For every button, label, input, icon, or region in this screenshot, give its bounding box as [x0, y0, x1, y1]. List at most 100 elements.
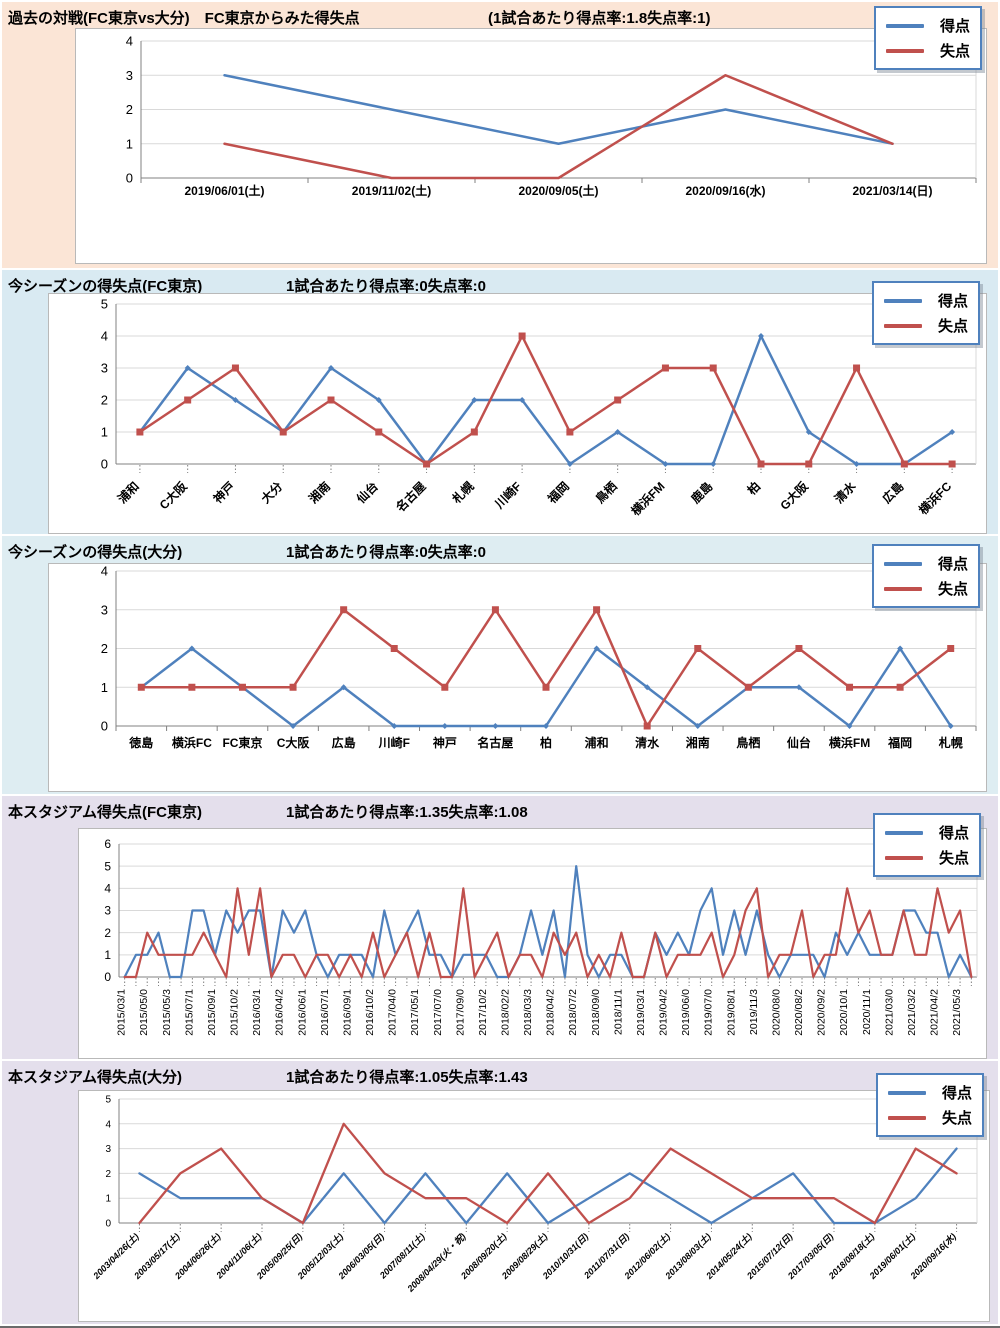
svg-text:2: 2	[126, 102, 133, 117]
svg-text:2021/04/2: 2021/04/2	[928, 989, 940, 1036]
svg-text:1: 1	[104, 948, 111, 962]
svg-text:G大阪: G大阪	[777, 478, 812, 513]
svg-text:横浜FC: 横浜FC	[172, 735, 212, 750]
x-axis-ticks	[139, 465, 953, 473]
chart1-legend: 得点 失点	[873, 6, 982, 70]
chart4-card: 0 1 2 3 4 5 6 2015/03/1 2015/05/0 2015/05/3 2015/0…	[78, 813, 987, 1059]
svg-text:仙台: 仙台	[353, 479, 381, 507]
svg-text:2019/06/0: 2019/06/0	[680, 989, 692, 1036]
svg-text:1: 1	[126, 136, 133, 151]
gridlines	[141, 40, 977, 179]
svg-text:2020/10/1: 2020/10/1	[838, 989, 850, 1036]
concede-line-swatch	[883, 323, 922, 328]
svg-text:広島: 広島	[332, 735, 356, 750]
chart5-plot: 0 1 2 3 4 5 2003/04/26(土)2003/05/17(土)2004/06/…	[91, 1095, 978, 1294]
svg-text:2015/10/2: 2015/10/2	[229, 989, 241, 1036]
svg-text:2021/03/0: 2021/03/0	[883, 989, 895, 1036]
chart3-legend: 得点 失点	[871, 544, 980, 608]
svg-text:福岡: 福岡	[887, 735, 912, 750]
svg-text:横浜FM: 横浜FM	[829, 735, 870, 750]
x-axis-labels: 2003/04/26(土)2003/05/17(土)2004/06/26(土)2…	[91, 1231, 958, 1294]
svg-text:仙台: 仙台	[787, 735, 811, 750]
svg-text:2019/06/01(土): 2019/06/01(土)	[184, 183, 264, 198]
concede-line-swatch	[884, 855, 923, 860]
svg-text:2019/03/1: 2019/03/1	[635, 989, 647, 1036]
legend-row-concede: 失点	[883, 313, 968, 338]
score-legend-label: 得点	[939, 18, 970, 35]
legend-row-concede: 失点	[883, 576, 968, 601]
svg-text:6: 6	[104, 837, 111, 851]
svg-text:広島: 広島	[879, 479, 907, 507]
concede-line-swatch	[885, 48, 924, 53]
svg-text:2019/07/0: 2019/07/0	[703, 989, 715, 1036]
score-line-swatch	[883, 298, 922, 303]
svg-text:2018/03/3: 2018/03/3	[522, 989, 534, 1036]
y-axis-labels: 0 1 2 3 4 5	[101, 297, 108, 472]
x-axis-ticks	[140, 178, 977, 183]
score-line-swatch	[883, 561, 922, 566]
score-line	[123, 865, 973, 979]
chart3-subtitle: 1試合あたり得点率:0失点率:0	[286, 544, 487, 561]
score-line	[138, 1147, 958, 1225]
chart4-title: 本スタジアム得失点(FC東京)	[8, 804, 202, 821]
section-5: 本スタジアム得失点(大分) 1試合あたり得点率:1.05失点率:1.43 0 1 2…	[2, 1061, 998, 1324]
svg-text:2020/08/2: 2020/08/2	[793, 989, 805, 1036]
svg-text:4: 4	[104, 882, 111, 896]
legend-row-score: 得点	[885, 13, 970, 38]
x-axis-labels: 2015/03/1 2015/05/0 2015/05/3 2015/07/1 2015…	[116, 989, 963, 1036]
x-axis-ticks	[124, 978, 972, 986]
chart4-header: 本スタジアム得失点(FC東京) 1試合あたり得点率:1.35失点率:1.08	[8, 801, 992, 823]
gridlines	[116, 303, 977, 465]
svg-text:2015/05/0: 2015/05/0	[138, 989, 150, 1036]
chart5-legend: 得点 失点	[875, 1073, 984, 1137]
svg-text:福岡: 福岡	[544, 479, 572, 507]
chart1-title: 過去の対戦(FC東京vs大分) FC東京からみた得失点	[8, 10, 360, 27]
svg-text:鳥栖: 鳥栖	[592, 479, 620, 507]
svg-text:C大阪: C大阪	[156, 478, 190, 512]
svg-text:2019/08/1: 2019/08/1	[725, 989, 737, 1036]
svg-text:2: 2	[105, 1169, 111, 1180]
svg-text:FC東京: FC東京	[222, 735, 262, 750]
section-3: 今シーズンの得失点(大分) 1試合あたり得点率:0失点率:0 0 1 2 3 4 徳島 横浜…	[2, 536, 998, 794]
svg-text:2016/04/2: 2016/04/2	[274, 989, 286, 1036]
chart2-legend: 得点 失点	[871, 281, 980, 345]
chart3-header: 今シーズンの得失点(大分) 1試合あたり得点率:0失点率:0	[8, 541, 992, 563]
svg-text:2015/09/1: 2015/09/1	[206, 989, 218, 1036]
chart5-subtitle: 1試合あたり得点率:1.05失点率:1.43	[286, 1069, 528, 1086]
svg-text:清水: 清水	[831, 478, 859, 506]
svg-text:川崎F: 川崎F	[491, 479, 524, 512]
svg-text:2019/04/2: 2019/04/2	[658, 989, 670, 1036]
svg-text:2018/02/2: 2018/02/2	[499, 989, 511, 1036]
svg-text:湘南: 湘南	[686, 735, 710, 750]
chart1-plot: 0 1 2 3 4 2019/06/01(土) 2019/11/02(土) 2020/09/0…	[126, 34, 977, 198]
chart3-plot: 0 1 2 3 4 徳島 横浜FC FC東京 C大阪 広島 川崎F 神戸 名古屋 柏 浦和 清水 湘南 鳥栖 仙台 横…	[101, 564, 977, 750]
svg-text:2018/09/0: 2018/09/0	[590, 989, 602, 1036]
svg-text:2020/09/2: 2020/09/2	[816, 989, 828, 1036]
chart2-title: 今シーズンの得失点(FC東京)	[8, 278, 203, 295]
svg-text:2017/04/0: 2017/04/0	[387, 989, 399, 1036]
section-1: 過去の対戦(FC東京vs大分) FC東京からみた得失点 (1試合あたり得点率:1…	[2, 2, 998, 268]
svg-text:2: 2	[101, 641, 108, 656]
svg-text:3: 3	[126, 68, 133, 83]
section-2: 今シーズンの得失点(FC東京) 1試合あたり得点率:0失点率:0 0 1 2 3 4 5 浦…	[2, 270, 998, 534]
score-line	[223, 74, 894, 145]
svg-text:0: 0	[101, 457, 108, 472]
svg-text:2021/03/2: 2021/03/2	[906, 989, 918, 1036]
legend-row-concede: 失点	[887, 1105, 972, 1130]
svg-text:2017/10/2: 2017/10/2	[477, 989, 489, 1036]
legend-row-score: 得点	[883, 288, 968, 313]
y-axis-labels: 0 1 2 3 4 5	[105, 1095, 111, 1230]
svg-text:4: 4	[126, 34, 133, 49]
chart3-card: 0 1 2 3 4 徳島 横浜FC FC東京 C大阪 広島 川崎F 神戸 名古屋 柏 浦和 清水 湘南 鳥栖 仙台 横…	[48, 544, 987, 792]
legend-row-concede: 失点	[884, 845, 969, 870]
svg-text:2019/11/3: 2019/11/3	[748, 989, 760, 1035]
svg-text:横浜FM: 横浜FM	[628, 479, 668, 519]
svg-text:2020/09/05(土): 2020/09/05(土)	[518, 183, 598, 198]
svg-text:横浜FC: 横浜FC	[915, 478, 954, 517]
concede-line	[136, 332, 956, 468]
svg-text:2020/09/16(水): 2020/09/16(水)	[685, 183, 765, 198]
svg-text:2017/09/0: 2017/09/0	[454, 989, 466, 1036]
svg-text:2015/03/1: 2015/03/1	[116, 989, 128, 1036]
svg-text:川崎F: 川崎F	[378, 735, 410, 750]
